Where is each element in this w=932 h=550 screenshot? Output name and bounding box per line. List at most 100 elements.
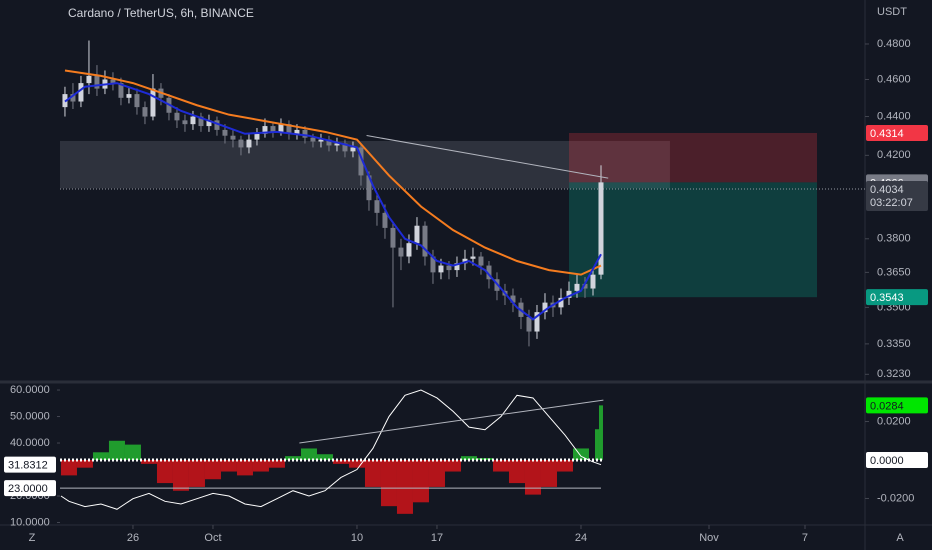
histogram-bar (92, 452, 109, 460)
left-tick-label: 50.0000 (10, 410, 50, 422)
histogram-bar (594, 429, 599, 460)
candle-body (382, 212, 388, 228)
x-tick-label: Nov (699, 532, 719, 544)
candle-body (310, 137, 316, 142)
candle-body (118, 83, 124, 98)
histogram-value-bg (866, 397, 928, 414)
candle-body (294, 129, 300, 134)
histogram-bar (204, 460, 221, 480)
last-price: 0.4034 (870, 184, 904, 196)
candle-body (198, 116, 204, 127)
histogram-bar (124, 444, 141, 460)
stop-price: 0.3543 (870, 292, 904, 304)
candle-body (94, 75, 100, 89)
candle-body (286, 124, 292, 134)
histogram-bar (140, 460, 157, 464)
candle-body (590, 274, 596, 289)
candle-body (438, 265, 444, 273)
candle-body (86, 75, 92, 84)
candle-body (238, 139, 244, 148)
histogram-bar (540, 460, 557, 487)
candle-body (270, 126, 276, 132)
left-tick-label: 40.0000 (10, 437, 50, 449)
candle-body (206, 120, 212, 127)
target-price: 0.4314 (870, 128, 904, 140)
histogram-bar (492, 460, 509, 472)
candle-body (262, 126, 268, 134)
chart-legend: Cardano / TetherUS, 6h, BINANCE (68, 6, 254, 20)
candle-body (422, 225, 428, 257)
histogram-bar (172, 460, 189, 491)
auto-scale-button[interactable]: A (896, 532, 904, 544)
y-tick-label: 0.4200 (877, 149, 911, 161)
y-tick-label: 0.3800 (877, 233, 911, 245)
histogram-bar (428, 460, 445, 487)
candle-body (374, 200, 380, 213)
candle-body (318, 139, 324, 142)
candle-body (134, 94, 140, 108)
candle-body (598, 182, 604, 275)
candle-body (366, 175, 372, 201)
level-value-bg (4, 480, 56, 497)
profit-zone (568, 132, 817, 183)
candle-body (78, 83, 84, 102)
histogram-bar (396, 460, 413, 514)
histogram-bar (284, 456, 301, 460)
y-tick-label: 0.4400 (877, 110, 911, 122)
zero-value-bg (866, 452, 928, 468)
histogram-bar (60, 460, 77, 476)
layers: 0.4800 0.4600 0.4400 0.4200 0.3800 0.3650 0.35… (4, 38, 928, 544)
x-tick-label: Oct (204, 532, 221, 544)
histogram-bar (572, 448, 589, 460)
histogram-bar (268, 460, 285, 468)
candle-body (278, 124, 284, 132)
histogram-bar (508, 460, 525, 484)
candle-body (190, 116, 196, 125)
candle-body (542, 302, 548, 313)
trendline (366, 135, 609, 179)
candle-body (222, 129, 228, 136)
candle-body (430, 256, 436, 273)
histogram-bar (252, 460, 269, 472)
price-unit: USDT (877, 6, 907, 18)
oscillator-value-bg (4, 456, 56, 473)
candle-body (358, 147, 364, 176)
moving-average (64, 69, 602, 276)
y-tick-label: 0.4800 (877, 38, 911, 50)
candle-body (110, 79, 116, 84)
candle-body (574, 283, 580, 291)
candle-body (398, 247, 404, 257)
candle-body (454, 263, 460, 271)
loss-zone (568, 182, 817, 298)
candle-body (334, 143, 340, 146)
candle-body (350, 147, 356, 152)
candle-body (526, 316, 532, 332)
zero-value: 0.0000 (870, 455, 904, 467)
stop-price-bg (866, 289, 928, 306)
histogram-bar (364, 460, 381, 487)
target-price-bg (866, 124, 928, 141)
level-value: 23.0000 (8, 483, 48, 495)
candle-body (558, 297, 564, 308)
candle-body (390, 227, 396, 248)
candle-body (150, 88, 156, 117)
histogram-bar (598, 405, 603, 460)
countdown: 03:22:07 (870, 197, 913, 209)
histogram-bar (524, 460, 541, 495)
histogram-bar (76, 460, 93, 468)
zoom-button[interactable]: Z (29, 532, 36, 544)
left-tick-label: 60.0000 (10, 384, 50, 396)
histogram-bar (188, 460, 205, 487)
candle-body (582, 283, 588, 289)
x-tick-label: 26 (127, 532, 139, 544)
y-tick-label: 0.3350 (877, 338, 911, 350)
candle-body (214, 120, 220, 130)
histogram-bar (412, 460, 429, 503)
candle-body (462, 258, 468, 264)
y-tick-label: 0.3650 (877, 266, 911, 278)
histogram-value: 0.0284 (870, 400, 904, 412)
histogram-bar (108, 440, 125, 460)
y-tick-label: 0.3230 (877, 368, 911, 380)
x-tick-label: 7 (802, 532, 808, 544)
